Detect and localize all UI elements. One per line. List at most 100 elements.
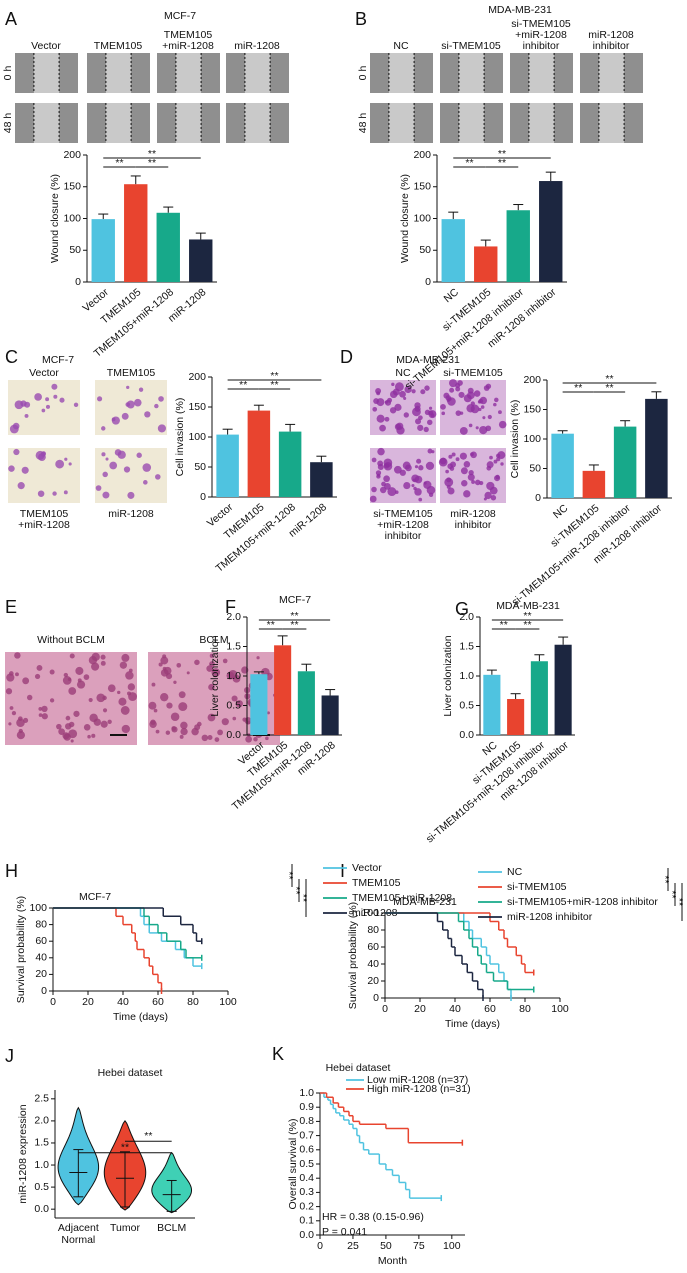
cell <box>11 710 17 716</box>
cell <box>458 391 465 398</box>
significance-label: ** <box>498 157 506 169</box>
cell <box>375 470 382 476</box>
bar <box>483 674 501 735</box>
cell <box>403 412 409 418</box>
bar <box>216 434 239 497</box>
cell <box>498 410 502 415</box>
cell <box>121 412 129 420</box>
x-tick-label: BCLM <box>157 1222 186 1234</box>
cell <box>14 652 21 659</box>
bar <box>321 695 339 735</box>
cell <box>176 663 182 668</box>
y-tick-label: 80 <box>35 918 47 930</box>
cell <box>489 455 493 460</box>
image-label: miR-1208 inhibitor <box>450 508 496 531</box>
cell <box>403 396 407 400</box>
wound-gap <box>458 103 485 143</box>
y-tick-label: 0 <box>200 491 206 503</box>
wound-gap <box>528 53 555 93</box>
cell <box>8 722 12 726</box>
cell <box>441 411 446 416</box>
cell <box>449 379 458 388</box>
cell <box>466 404 475 413</box>
cell <box>207 713 216 722</box>
legend-label: si-TMEM105+miR-1208 inhibitor <box>507 896 658 908</box>
y-tick-label: 200 <box>523 374 541 386</box>
cell <box>155 729 160 734</box>
cell <box>487 414 492 420</box>
image-label: si-TMEM105 +miR-1208 inhibitor <box>511 18 571 52</box>
legend-label: si-TMEM105 <box>507 881 567 893</box>
panel-letter: F <box>225 597 236 617</box>
x-tick-label: 20 <box>414 1003 426 1015</box>
y-tick-label: 80 <box>367 924 379 936</box>
cell <box>22 677 30 685</box>
cell <box>480 405 485 409</box>
cell <box>160 656 169 665</box>
panel-title: MCF-7 <box>164 10 196 22</box>
cell <box>417 424 424 431</box>
x-tick-label: si-TMEM105+miR-1208 inhibitor <box>510 502 634 608</box>
cell <box>500 462 504 466</box>
cell <box>97 396 103 402</box>
cell <box>445 469 449 474</box>
cell <box>67 677 72 681</box>
bar <box>297 671 315 735</box>
cell <box>38 706 43 711</box>
significance-label: ** <box>574 382 582 394</box>
cell <box>63 490 68 495</box>
cell <box>45 404 51 409</box>
y-tick-label: 1.0 <box>459 670 474 682</box>
cell <box>15 672 19 677</box>
cell <box>404 385 412 394</box>
panel-letter: D <box>340 347 353 367</box>
cell <box>403 482 411 490</box>
cell <box>428 492 434 497</box>
cell <box>149 720 157 728</box>
cell <box>63 672 69 678</box>
cell <box>207 735 213 740</box>
cell <box>186 671 190 675</box>
cell <box>416 458 422 464</box>
chart-title: MCF-7 <box>279 594 311 606</box>
x-tick-label: 75 <box>413 1240 425 1252</box>
cell <box>493 402 497 407</box>
cell <box>73 710 80 717</box>
cell <box>214 737 220 742</box>
cell <box>65 715 71 721</box>
cell <box>120 706 130 715</box>
image-label: Without BCLM <box>37 634 105 646</box>
cell <box>68 462 72 466</box>
x-axis-label: Time (days) <box>113 1011 168 1023</box>
y-axis-label: Overall survival (%) <box>287 1118 299 1209</box>
x-tick-label: Tumor <box>110 1222 140 1234</box>
cell <box>34 673 41 680</box>
cell <box>180 721 188 730</box>
annotation: P = 0.041 <box>322 1226 367 1238</box>
cell <box>75 666 84 675</box>
y-tick-label: 40 <box>35 952 47 964</box>
cell <box>155 474 161 480</box>
cell <box>231 695 238 702</box>
bar <box>124 184 148 282</box>
panel-letter: G <box>455 599 469 619</box>
cell <box>121 653 130 662</box>
cell <box>457 380 463 386</box>
cell <box>87 734 91 739</box>
cell <box>69 653 75 659</box>
cell <box>40 451 46 457</box>
cell <box>170 712 180 722</box>
chart-title: MDA-MB-231 <box>393 896 457 908</box>
y-tick-label: 60 <box>35 935 47 947</box>
y-tick-label: 100 <box>188 431 206 443</box>
image-label: TMEM105 <box>107 367 156 379</box>
y-tick-label: 0.3 <box>299 1186 314 1198</box>
bar <box>156 212 180 282</box>
cell <box>208 683 215 691</box>
row-label: 48 h <box>2 113 14 134</box>
y-tick-label: 0 <box>535 492 541 504</box>
x-tick-label: 40 <box>117 996 129 1008</box>
cell <box>127 683 136 691</box>
wound-gap <box>33 53 60 93</box>
wound-gap <box>175 53 202 93</box>
